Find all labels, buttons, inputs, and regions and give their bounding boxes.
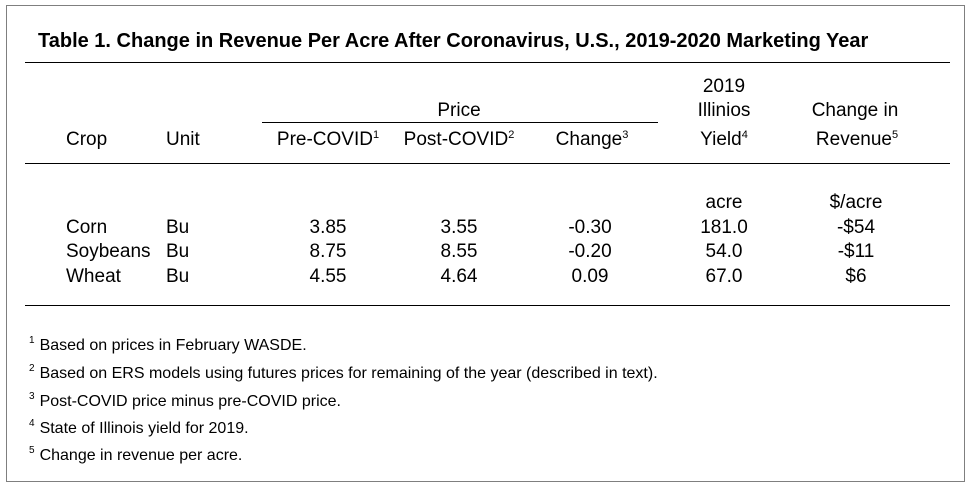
yield-cell: 67.0 <box>705 266 743 287</box>
footnote: 2 Based on ERS models using futures price… <box>29 363 658 383</box>
price-group-header: Price <box>437 100 481 121</box>
post-covid-cell: 4.64 <box>440 266 478 287</box>
post-covid-cell: 3.55 <box>440 217 478 238</box>
unit-cell: Bu <box>166 217 190 238</box>
crop-cell: Soybeans <box>66 241 151 262</box>
body-bottom-rule <box>25 305 950 306</box>
price-group-rule <box>262 122 658 123</box>
yield-header-line2: Illinios <box>697 100 751 121</box>
pre-covid-cell: 8.75 <box>309 241 347 262</box>
unit-cell: Bu <box>166 241 190 262</box>
revenue-unit-label: $/acre <box>829 192 883 213</box>
footnote: 4 State of Illinois yield for 2019. <box>29 418 249 438</box>
crop-cell: Wheat <box>66 266 121 287</box>
pre-covid-header: Pre-COVID1 <box>276 129 380 150</box>
change-header: Change3 <box>555 129 629 150</box>
unit-header: Unit <box>166 129 200 150</box>
revenue-header-line1: Change in <box>811 100 899 121</box>
crop-header: Crop <box>66 129 108 150</box>
pre-covid-cell: 4.55 <box>309 266 347 287</box>
change-cell: -0.20 <box>568 241 612 262</box>
revenue-cell: $6 <box>845 266 867 287</box>
revenue-cell: -$54 <box>836 217 876 238</box>
post-covid-cell: 8.55 <box>440 241 478 262</box>
footnote: 1 Based on prices in February WASDE. <box>29 335 307 355</box>
title-rule <box>25 62 950 63</box>
revenue-cell: -$11 <box>837 241 875 262</box>
footnote: 5 Change in revenue per acre. <box>29 445 243 465</box>
revenue-header-line2: Revenue5 <box>815 129 899 150</box>
footnote: 3 Post-COVID price minus pre-COVID price. <box>29 391 341 411</box>
yield-header-line1: 2019 <box>702 76 746 97</box>
table-title: Table 1. Change in Revenue Per Acre Afte… <box>38 30 869 52</box>
post-covid-header: Post-COVID2 <box>403 129 515 150</box>
yield-unit-label: acre <box>705 192 743 213</box>
change-cell: 0.09 <box>571 266 609 287</box>
yield-header-line3: Yield4 <box>700 129 748 150</box>
pre-covid-cell: 3.85 <box>309 217 347 238</box>
change-cell: -0.30 <box>568 217 612 238</box>
header-rule <box>25 163 950 164</box>
table-frame <box>6 5 965 482</box>
unit-cell: Bu <box>166 266 190 287</box>
yield-cell: 181.0 <box>700 217 748 238</box>
yield-cell: 54.0 <box>705 241 743 262</box>
crop-cell: Corn <box>66 217 108 238</box>
